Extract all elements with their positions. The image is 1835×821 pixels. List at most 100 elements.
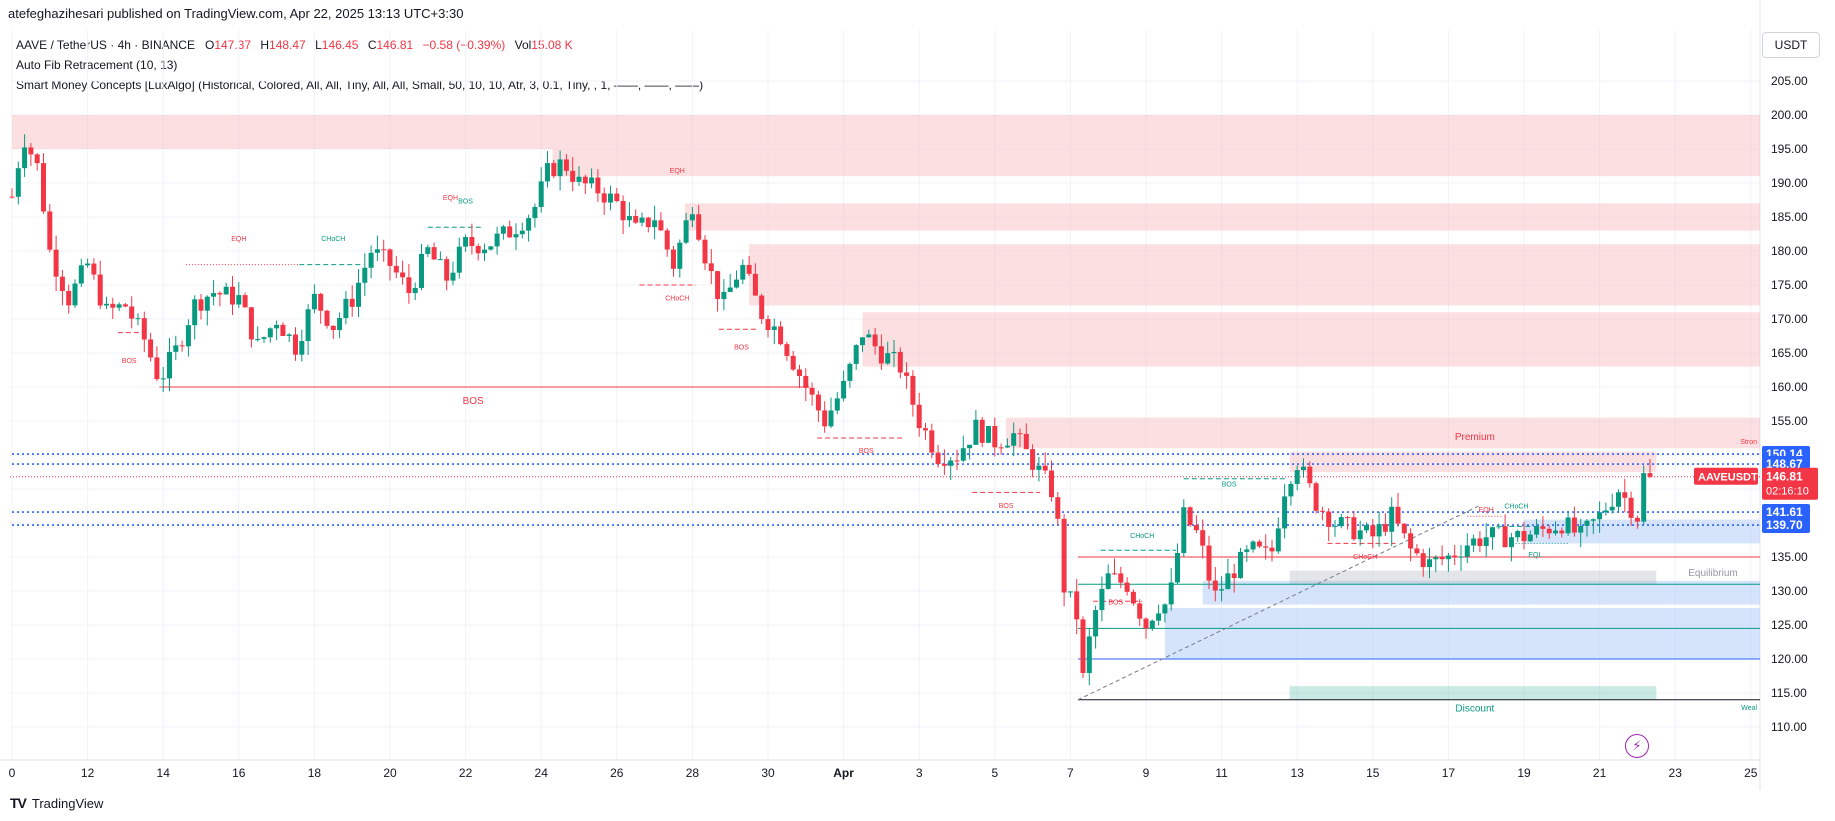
- candle-body: [1294, 470, 1300, 484]
- symbol-title[interactable]: AAVE / TetherUS · 4h · BINANCE: [16, 38, 195, 52]
- bar-countdown: 02:16:10: [1766, 486, 1809, 498]
- candle-body: [1105, 573, 1111, 589]
- candle-body: [1332, 526, 1338, 528]
- publish-info: atefeghazihesari published on TradingVie…: [8, 6, 464, 21]
- candle-body: [1622, 492, 1628, 498]
- candle-body: [104, 303, 109, 306]
- candle-body: [891, 351, 897, 354]
- x-tick-label: 9: [1143, 766, 1150, 780]
- candle-body: [1036, 465, 1042, 470]
- supply-zone: [1289, 451, 1657, 472]
- y-tick-label: 195.00: [1771, 142, 1808, 156]
- candle-body: [1628, 497, 1634, 518]
- open-label: O: [204, 38, 215, 52]
- candle-body: [1389, 506, 1395, 532]
- candle-body: [721, 291, 727, 300]
- candle-body: [746, 264, 752, 274]
- candle-body: [614, 193, 620, 202]
- candle-body: [444, 259, 450, 281]
- candle-body: [866, 334, 872, 338]
- candle-body: [122, 304, 128, 307]
- candle-body: [425, 247, 431, 254]
- time-axis[interactable]: 0 12 14 16 18 20 22 24 26 28 30 Apr 3 5 7 9 11 13 15 17 19 21…: [9, 766, 1758, 780]
- supply-zone: [1006, 417, 1760, 449]
- candle-body: [356, 282, 361, 307]
- candle-body: [1124, 582, 1130, 592]
- tradingview-text: TradingView: [31, 795, 104, 811]
- candle-body: [1319, 510, 1325, 512]
- candle-body: [1067, 591, 1073, 593]
- candle-body: [1345, 517, 1351, 519]
- close-value: 146.81: [376, 38, 414, 52]
- candle-body: [1017, 433, 1023, 435]
- structure-label: CHoCH: [665, 296, 689, 303]
- x-tick-label: 13: [1291, 766, 1305, 780]
- candle-body: [1288, 483, 1294, 497]
- candle-body: [897, 351, 903, 373]
- structure-label: BOS: [458, 198, 473, 205]
- candle-body: [708, 263, 714, 272]
- structure-label: BOS: [1222, 481, 1237, 488]
- candle-body: [1534, 526, 1540, 535]
- candle-body: [1597, 512, 1603, 520]
- candle-body: [1030, 449, 1036, 470]
- y-tick-label: 130.00: [1771, 584, 1808, 598]
- candle-body: [778, 326, 784, 345]
- candle-body: [475, 246, 481, 254]
- candle-body: [1395, 506, 1401, 524]
- candle-body: [1049, 470, 1054, 498]
- candle-body: [689, 214, 695, 221]
- structure-label: BOS: [1108, 600, 1123, 607]
- candle-body: [1452, 555, 1458, 557]
- candle-body: [759, 295, 765, 320]
- fib-price-label-bg: [1762, 517, 1810, 534]
- candle-body: [450, 272, 456, 281]
- candle-body: [1471, 538, 1477, 546]
- candle-body: [519, 230, 525, 235]
- candle-body: [1496, 526, 1502, 528]
- x-tick-label: 23: [1669, 766, 1683, 780]
- candle-body: [658, 220, 664, 231]
- x-tick-label: 19: [1517, 766, 1531, 780]
- fib-price-label: 141.61: [1766, 505, 1803, 519]
- candle-body: [765, 319, 771, 331]
- candle-body: [1326, 511, 1332, 528]
- candle-body: [1616, 492, 1621, 507]
- discount-label: Discount: [1455, 703, 1494, 714]
- currency-selector[interactable]: USDT: [1762, 32, 1820, 58]
- symbol-row[interactable]: AAVE / TetherUS · 4h · BINANCE O147.37 H…: [16, 35, 703, 55]
- candle-body: [752, 273, 758, 296]
- candle-body: [1206, 545, 1212, 581]
- lightning-bolt-icon[interactable]: ⚡: [1625, 734, 1649, 758]
- candle-body: [582, 176, 588, 184]
- candle-body: [847, 363, 853, 381]
- candle-body: [1641, 473, 1647, 522]
- candle-body: [1502, 526, 1508, 548]
- candle-body: [1590, 519, 1596, 521]
- structure-label: CHoCH: [1504, 504, 1528, 511]
- candle-body: [41, 163, 46, 212]
- candlesticks: [9, 134, 1653, 686]
- y-tick-label: 135.00: [1771, 550, 1808, 564]
- tradingview-logo[interactable]: TV TradingView: [10, 795, 103, 811]
- candle-body: [1212, 580, 1218, 591]
- candle-body: [1508, 537, 1514, 548]
- supply-zone: [684, 203, 1760, 231]
- candle-body: [463, 237, 469, 247]
- candle-body: [645, 217, 651, 228]
- candle-body: [1225, 573, 1231, 590]
- change-value: −0.58 (−0.39%): [422, 38, 506, 52]
- price-axis[interactable]: 110.00115.00120.00125.00130.00135.00140.…: [1771, 74, 1808, 734]
- candle-body: [1559, 530, 1565, 534]
- candle-body: [1571, 517, 1577, 533]
- structure-label: BOS: [999, 503, 1014, 510]
- candle-body: [179, 345, 185, 347]
- fib-price-label-bg: [1762, 504, 1810, 521]
- indicator-fib[interactable]: Auto Fib Retracement (10, 13): [16, 58, 178, 72]
- x-tick-label: 16: [232, 766, 246, 780]
- candle-body: [1181, 507, 1187, 554]
- candle-body: [1408, 533, 1414, 549]
- candle-body: [1187, 507, 1193, 526]
- candle-body: [91, 263, 97, 275]
